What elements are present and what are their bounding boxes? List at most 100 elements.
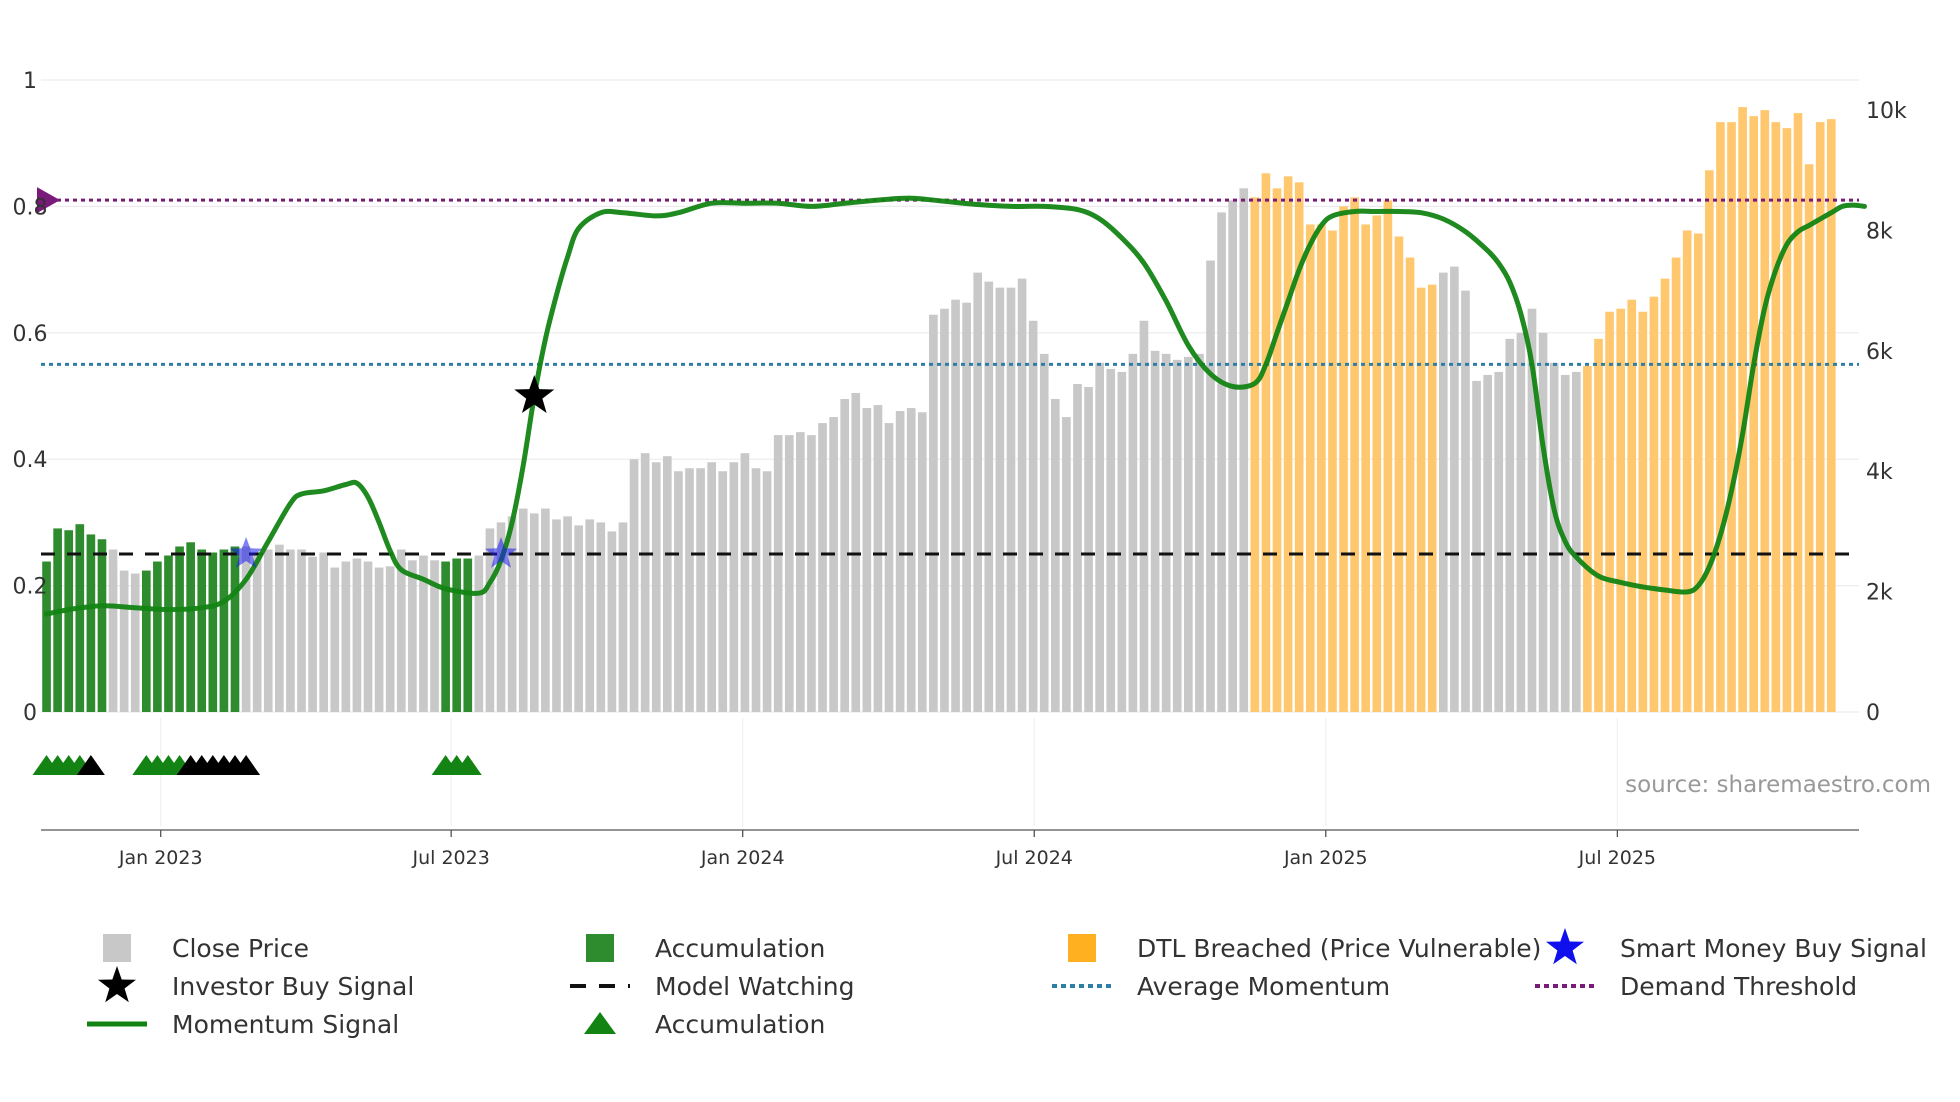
x-axis-tick-label: Jan 2024 [700, 847, 785, 869]
price-bar [396, 549, 406, 712]
price-bar [485, 528, 495, 712]
price-bar [1804, 164, 1814, 712]
price-bar [363, 561, 373, 712]
left-axis-tick-label: 0.6 [13, 322, 48, 347]
price-bar [862, 408, 872, 712]
price-bar [263, 549, 273, 712]
price-bar [929, 314, 938, 712]
price-bar [1516, 332, 1526, 712]
price-bar [906, 408, 916, 712]
right-axis-tick-label: 10k [1866, 99, 1907, 124]
price-bar [751, 468, 761, 712]
legend-label: DTL Breached (Price Vulnerable) [1137, 934, 1541, 963]
price-bar [441, 561, 450, 712]
price-bar [662, 456, 672, 712]
price-bar [419, 555, 428, 712]
price-bar [1605, 311, 1614, 712]
right-axis-tick-label: 6k [1866, 340, 1893, 365]
price-bar [1239, 188, 1249, 713]
legend-item: Close Price [103, 934, 309, 963]
price-bar [851, 392, 861, 712]
price-bar [252, 552, 262, 712]
price-bar [241, 546, 251, 712]
price-bar [1361, 224, 1371, 712]
x-axis-tick-label: Jan 2025 [1283, 847, 1368, 869]
legend-label: Momentum Signal [172, 1010, 399, 1039]
price-bar [1095, 362, 1104, 712]
price-bar [1826, 119, 1836, 713]
price-bar [1250, 197, 1260, 712]
price-bar [707, 462, 716, 712]
price-bar [141, 570, 151, 712]
price-bar [507, 516, 517, 712]
price-bar [1716, 122, 1725, 713]
price-bar [585, 519, 595, 712]
price-bar [1671, 257, 1681, 712]
investor-triangle [76, 755, 105, 775]
price-bar [1228, 200, 1238, 712]
price-bar [1416, 287, 1426, 712]
price-bar [1771, 122, 1781, 713]
legend-label: Accumulation [655, 1010, 825, 1039]
price-bar [1283, 176, 1293, 713]
price-bar [1084, 386, 1093, 712]
x-axis-tick-label: Jul 2024 [995, 847, 1073, 869]
price-bar [1527, 308, 1537, 712]
momentum-line-group [44, 195, 1867, 617]
left-axis-tick-label: 0.2 [13, 575, 48, 600]
price-bar [1815, 122, 1825, 713]
price-bar [1150, 350, 1160, 712]
legend-label: Model Watching [655, 972, 855, 1001]
price-bar [1405, 257, 1415, 712]
legend-item: Smart Money Buy Signal [1546, 928, 1927, 965]
price-bar [1017, 278, 1027, 712]
price-bar [1117, 371, 1127, 712]
price-bar [1050, 399, 1060, 712]
price-bar [674, 471, 683, 712]
price-bar [219, 549, 229, 712]
right-axis-tick-label: 8k [1866, 219, 1893, 244]
reference-lines [37, 187, 1859, 556]
price-bar [230, 546, 240, 712]
price-bar [1261, 173, 1271, 713]
legend-swatch-dtl-breached-price-vulnerable [1068, 934, 1096, 962]
price-bar [917, 412, 927, 712]
price-bar [1427, 284, 1437, 712]
x-axis-tick-label: Jul 2023 [411, 847, 489, 869]
price-bar [740, 453, 750, 712]
price-bar [1294, 182, 1304, 713]
price-bar [1128, 353, 1138, 712]
legend-item: Accumulation [584, 1010, 825, 1039]
price-bar [286, 549, 295, 712]
price-bar [1571, 371, 1581, 712]
legend-star-investor-buy-signal [98, 966, 136, 1003]
price-bar [940, 308, 949, 712]
price-bar [873, 405, 883, 712]
price-bar [374, 567, 384, 712]
price-bar [208, 552, 218, 712]
price-bar [1184, 356, 1193, 712]
price-bar [97, 539, 107, 712]
price-bar [308, 556, 317, 712]
price-bar [1705, 170, 1714, 713]
accumulation-triangle [453, 755, 482, 775]
legend-label: Smart Money Buy Signal [1620, 934, 1927, 963]
price-bar [1305, 224, 1315, 712]
price-bar [518, 508, 528, 712]
price-bar [430, 560, 439, 712]
right-axis-tick-label: 4k [1866, 460, 1893, 485]
price-bar [807, 435, 816, 712]
price-bar [685, 468, 694, 712]
price-bar [42, 561, 51, 712]
price-bar [563, 516, 572, 712]
bottom-markers [32, 755, 482, 775]
price-bar [1638, 311, 1648, 712]
price-bar [1339, 206, 1348, 712]
right-axis-tick-label: 2k [1866, 581, 1893, 606]
price-bar [1627, 299, 1637, 712]
left-axis-tick-label: 1 [23, 69, 37, 94]
price-bar [1505, 338, 1515, 712]
price-bar [762, 471, 772, 712]
momentum-line [44, 195, 1867, 617]
